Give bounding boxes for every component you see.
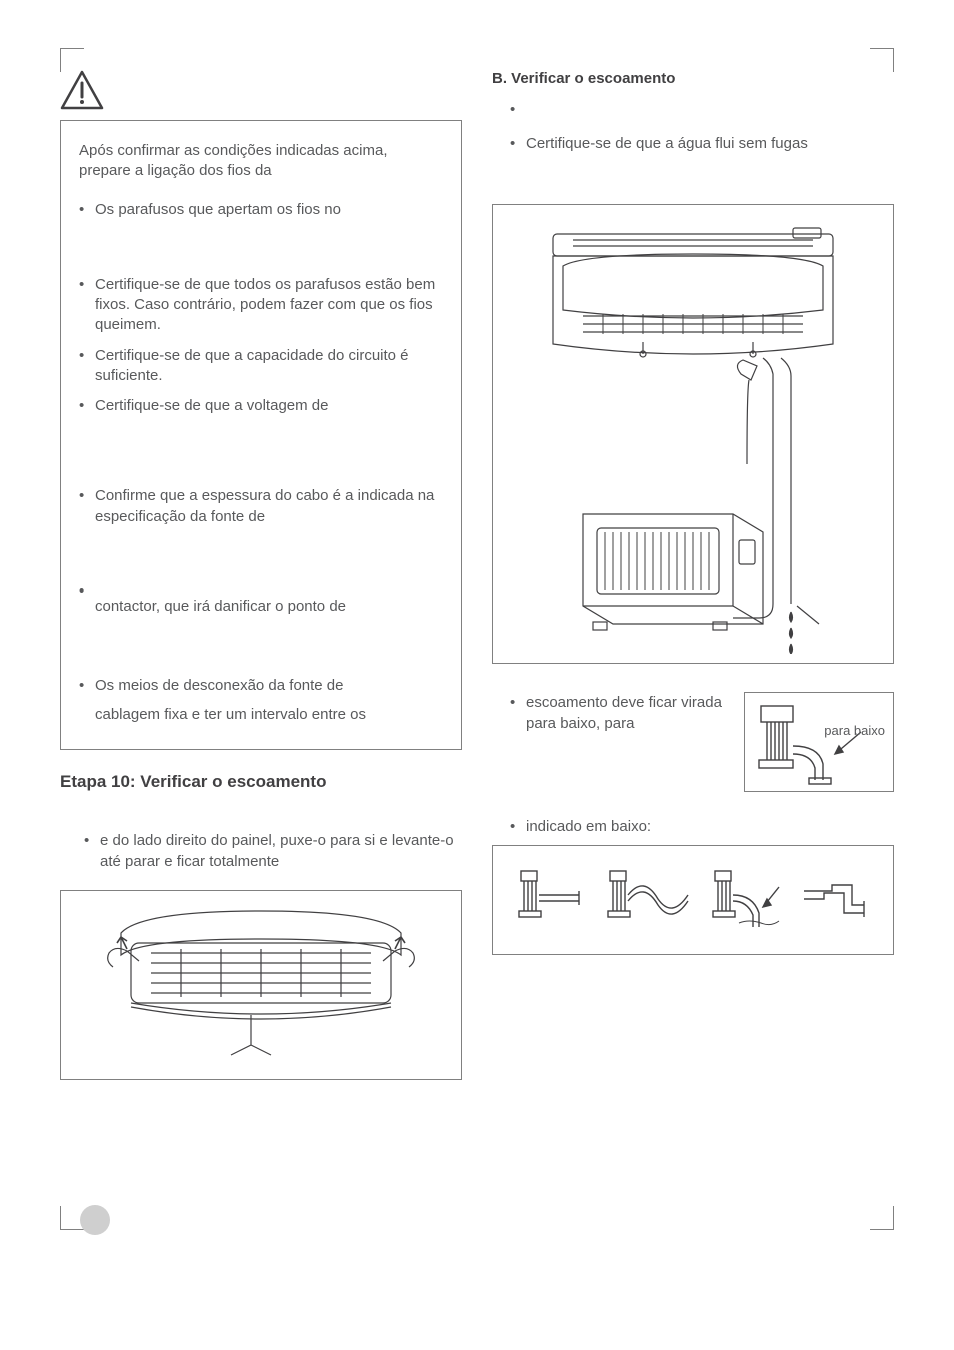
left-column: Após confirmar as condições indicadas ac… — [60, 60, 462, 1080]
wrong-drain-icon — [604, 865, 694, 935]
wrong-drain-icon — [798, 865, 872, 935]
warning-icon — [60, 70, 462, 110]
warning-item: Os meios de desconexão da fonte de cabla… — [79, 672, 443, 729]
warning-item: Os parafusos que apertam os fios no — [79, 200, 443, 220]
warning-list: Os parafusos que apertam os fios no Cert… — [79, 200, 443, 730]
warning-item: contactor, que irá danificar o ponto de — [79, 581, 443, 617]
right-column: B. Verificar o escoamento Certifique-se … — [492, 60, 894, 1080]
bend-label: para baixo — [824, 723, 885, 738]
warning-item-text: contactor, que irá danificar o ponto de — [95, 598, 346, 615]
crop-mark-top-left — [60, 48, 84, 72]
step-sub-item: e do lado direito do painel, puxe-o para… — [84, 830, 462, 872]
wrong-drain-icon — [709, 865, 783, 935]
warning-item: Certifique-se de que a capacidade do cir… — [79, 346, 443, 387]
page-number-dot — [80, 1205, 110, 1235]
figure-panel-lift — [60, 890, 462, 1080]
figure-system — [492, 204, 894, 664]
step-sub-list: e do lado direito do painel, puxe-o para… — [60, 830, 462, 872]
bend-bullet: escoamento deve ficar virada para baixo,… — [510, 692, 734, 734]
step-heading: Etapa 10: Verificar o escoamento — [60, 772, 462, 792]
warning-lead: Após confirmar as condições indicadas ac… — [79, 141, 443, 182]
warning-item: Certifique-se de que a voltagem de — [79, 396, 443, 416]
figure-bend: para baixo — [744, 692, 894, 792]
warning-box: Após confirmar as condições indicadas ac… — [60, 120, 462, 750]
warning-item: Certifique-se de que todos os parafusos … — [79, 275, 443, 336]
right-item-empty — [510, 99, 894, 103]
warning-item: Confirme que a espessura do cabo é a ind… — [79, 486, 443, 527]
section-b-heading: B. Verificar o escoamento — [492, 70, 894, 87]
page-columns: Após confirmar as condições indicadas ac… — [60, 60, 894, 1080]
right-item: Certifique-se de que a água flui sem fug… — [510, 133, 894, 154]
bend-row: escoamento deve ficar virada para baixo,… — [492, 692, 894, 792]
bend-text: escoamento deve ficar virada para baixo,… — [492, 692, 734, 734]
crop-mark-bottom-right — [870, 1206, 894, 1230]
bend-text-content: escoamento deve ficar virada para baixo,… — [526, 694, 722, 732]
right-list-top: Certifique-se de que a água flui sem fug… — [492, 99, 894, 154]
wrong-label: indicado em baixo: — [492, 818, 894, 835]
crop-mark-top-right — [870, 48, 894, 72]
figure-wrong-examples — [492, 845, 894, 955]
wrong-drain-icon — [515, 865, 589, 935]
